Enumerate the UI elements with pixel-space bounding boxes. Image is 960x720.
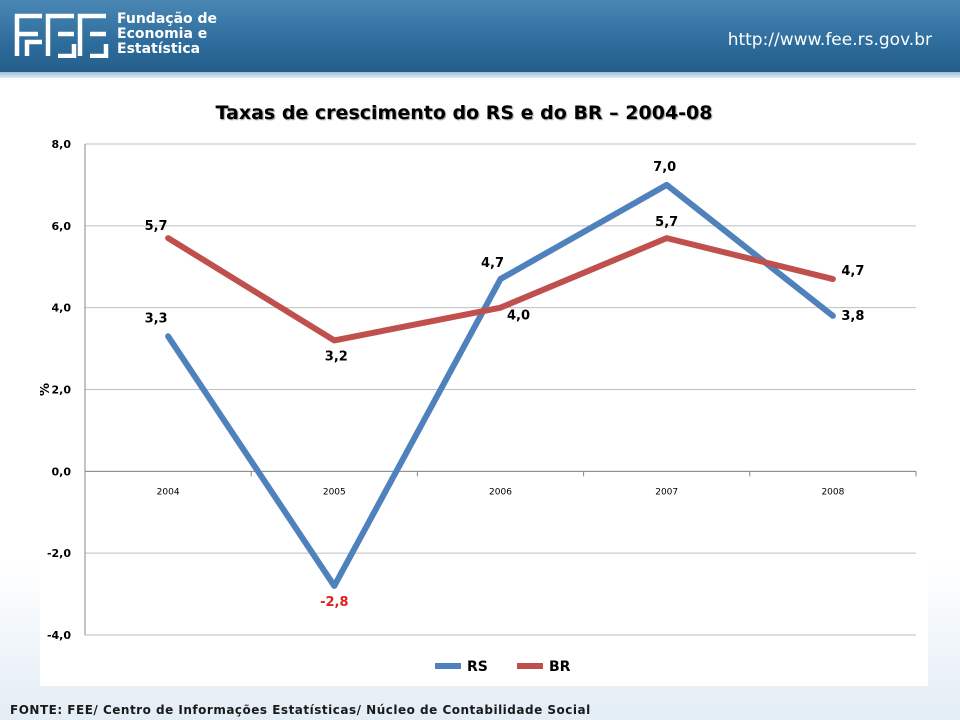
org-name-line-1: Fundação de [117, 11, 218, 27]
line-chart: -4,0 -2,0 0,0 2,0 4,0 6,0 8,0 2004 2005 2006 2007 2… [40, 138, 917, 675]
x-tick-label: 2004 [157, 487, 180, 497]
y-tick-label: -4,0 [47, 629, 71, 642]
legend-label-rs: RS [467, 659, 488, 675]
data-label-br: 5,7 [145, 219, 168, 234]
y-tick-label: 6,0 [52, 220, 72, 233]
org-name: Fundação de Economia e Estatística [117, 12, 217, 57]
series-line-rs [165, 181, 836, 589]
data-label-rs: -2,8 [320, 595, 348, 610]
y-axis-label: % [40, 383, 53, 396]
data-label-rs: 3,8 [841, 309, 864, 324]
y-tick-label: 8,0 [52, 138, 72, 151]
y-tick-label: 4,0 [52, 302, 72, 315]
source-note: FONTE: FEE/ Centro de Informações Estatí… [10, 703, 591, 717]
data-label-rs: 7,0 [653, 160, 676, 175]
data-label-rs: 4,7 [481, 256, 504, 271]
data-label-br: 3,2 [325, 349, 348, 364]
header-divider [0, 72, 960, 78]
header-bar [0, 0, 960, 72]
org-name-line-3: Estatística [117, 41, 201, 57]
data-label-br: 4,7 [841, 264, 864, 279]
data-label-br: 5,7 [655, 215, 678, 230]
x-tick-label: 2006 [489, 487, 512, 497]
site-url[interactable]: http://www.fee.rs.gov.br [727, 30, 932, 50]
fee-logo [14, 13, 109, 58]
legend-label-br: BR [549, 659, 571, 675]
chart-title: Taxas de crescimento do RS e do BR – 200… [215, 102, 713, 124]
y-tick-label: 0,0 [52, 465, 72, 478]
data-label-br: 4,0 [507, 309, 530, 324]
y-tick-label: 2,0 [52, 384, 72, 397]
org-name-line-2: Economia e [117, 26, 208, 42]
y-tick-label: -2,0 [47, 547, 71, 560]
x-tick-label: 2008 [821, 487, 844, 497]
x-tick-label: 2007 [655, 487, 678, 497]
chart-area [40, 130, 928, 686]
x-tick-label: 2005 [323, 487, 346, 497]
data-label-rs: 3,3 [145, 311, 168, 326]
series-line-br [165, 235, 836, 344]
